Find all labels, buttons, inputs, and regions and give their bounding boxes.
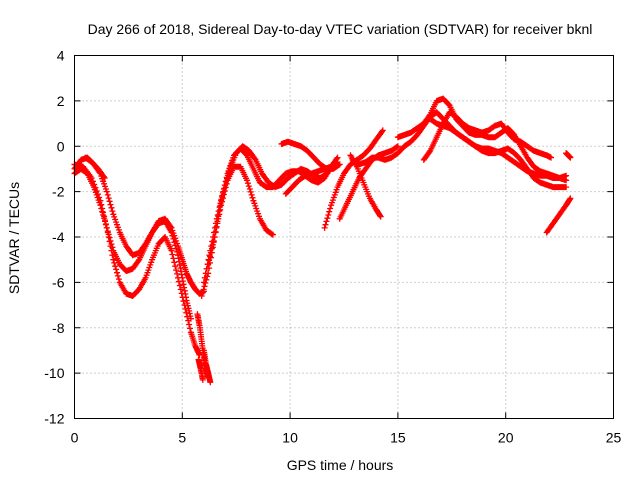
scatter-point-group [82,154,108,181]
y-tick-label: -6 [52,274,65,290]
series-arc-19 [420,109,554,163]
y-tick-label: 0 [57,138,65,154]
series-arc-21 [563,150,574,161]
y-tick-labels: 4 2 0 -2 -4 -6 -8 -10 -12 [44,48,64,427]
y-axis-label: SDTVAR / TECUs [6,182,22,294]
grid-lines [74,55,614,419]
y-tick-label: -4 [52,229,65,245]
x-tick-label: 20 [498,430,514,446]
x-tick-label: 5 [178,430,186,446]
series-arc-17 [394,95,570,181]
y-tick-label: -12 [44,411,64,427]
x-axis-label: GPS time / hours [287,457,394,473]
x-tick-labels: 0 5 10 15 20 25 [71,430,622,446]
scatter-point-group [282,159,341,197]
scatter-point-group [200,347,214,386]
scatter-point-group [205,163,276,268]
y-tick-label: 4 [57,48,65,64]
series-arc-12 [282,159,341,197]
series-arc-13 [321,127,386,231]
scatter-point-group [195,356,206,383]
y-tick-label: -10 [44,365,64,381]
data-marks [71,95,574,386]
scatter-point-group [563,150,574,161]
y-tick-label: -2 [52,184,65,200]
scatter-point-group [420,109,554,163]
series-arc-10 [200,347,214,386]
series-arc-18 [427,116,570,191]
x-tick-label: 10 [282,430,298,446]
series-arc-8 [200,143,337,286]
scatter-point-group [321,127,386,231]
scatter-point-group [394,95,570,181]
scatter-point-group [427,116,570,191]
y-tick-label: -8 [52,320,65,336]
scatter-point-group [200,143,337,286]
series-arc-6 [195,356,206,383]
series-arc-4 [82,154,108,181]
series-arc-20 [543,195,574,236]
scatter-point-group [543,195,574,236]
series-arc-9 [205,163,276,268]
x-tick-label: 25 [606,430,622,446]
chart-title: Day 266 of 2018, Sidereal Day-to-day VTE… [88,21,593,37]
axis-ticks [74,55,614,419]
y-tick-label: 2 [57,93,65,109]
x-tick-label: 0 [71,430,79,446]
x-tick-label: 15 [390,430,406,446]
